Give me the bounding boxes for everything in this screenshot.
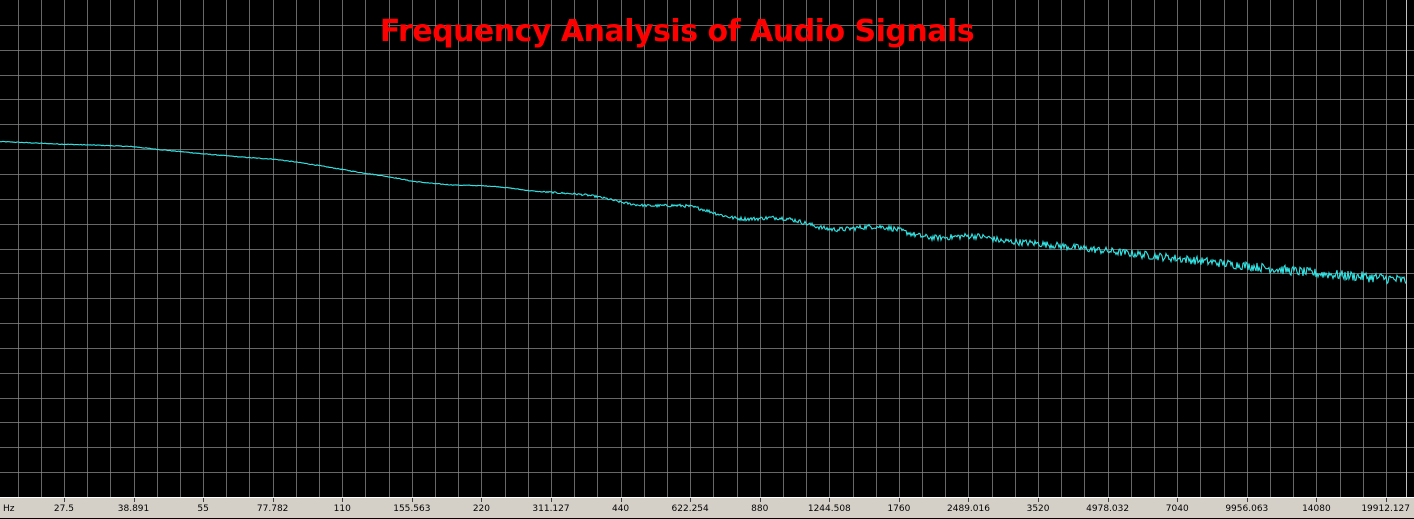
chart-title: Frequency Analysis of Audio Signals <box>379 14 975 49</box>
x-axis-tick-label: 1244.508 <box>808 504 851 514</box>
x-axis-tick-label: 38.891 <box>118 504 150 514</box>
x-axis-tick-label: 55 <box>197 504 208 514</box>
spectrum-trace-line <box>0 140 1407 285</box>
x-axis-tick-label: 220 <box>473 504 490 514</box>
x-axis-tick-label: 110 <box>334 504 351 514</box>
x-axis-tick-label: 440 <box>612 504 629 514</box>
frequency-axis-bar: Hz 27.5 38.891 55 77.782 110 155.563 220 311.12… <box>0 497 1414 518</box>
x-axis-tick-label: 155.563 <box>393 504 430 514</box>
x-axis-tick-label: 19912.127 <box>1361 504 1410 514</box>
x-axis-tick-label: 1760 <box>887 504 910 514</box>
x-axis-tick-label: 77.782 <box>257 504 289 514</box>
spectrum-plot-area: Frequency Analysis of Audio Signals <box>0 0 1414 497</box>
x-axis-tick-label: 880 <box>751 504 768 514</box>
x-axis-tick-label: 9956.063 <box>1225 504 1268 514</box>
x-axis-tick-label: 27.5 <box>54 504 74 514</box>
x-axis-tick-label: 4978.032 <box>1086 504 1129 514</box>
x-axis-unit-label: Hz <box>3 504 15 514</box>
spectrum-chart <box>0 0 1414 497</box>
frequency-axis: Hz 27.5 38.891 55 77.782 110 155.563 220 311.12… <box>3 498 1410 514</box>
x-axis-tick-label: 2489.016 <box>947 504 990 514</box>
x-axis-tick-label: 14080 <box>1302 504 1331 514</box>
x-axis-tick-label: 311.127 <box>532 504 569 514</box>
x-axis-tick-label: 622.254 <box>672 504 709 514</box>
x-axis-tick-label: 7040 <box>1166 504 1189 514</box>
x-axis-tick-label: 3520 <box>1027 504 1050 514</box>
